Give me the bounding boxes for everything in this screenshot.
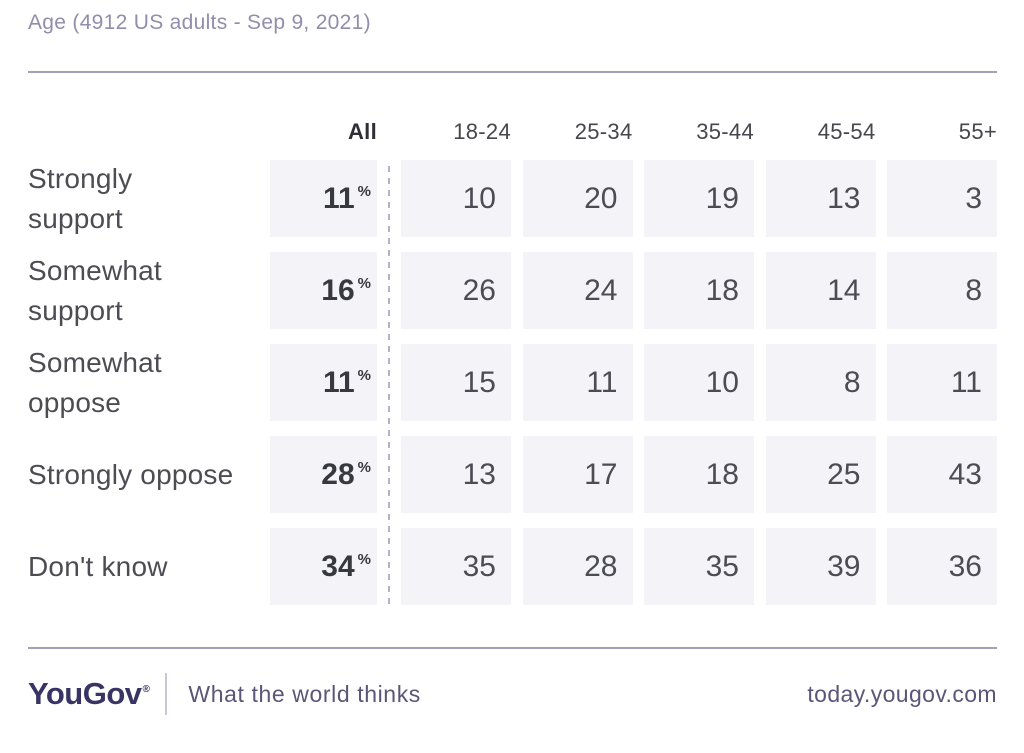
row-label: Strongly oppose <box>28 458 234 490</box>
row-label: Somewhat support <box>28 254 162 326</box>
cell-all: 11 % <box>270 160 377 237</box>
cell-45-54: 14 <box>765 252 876 329</box>
crosstab-table: All 18-24 25-34 35-44 45-54 55+ Strongly… <box>28 119 997 605</box>
cell-35-44: 35 <box>644 528 754 605</box>
table-row-somewhat-support: Somewhat support 16 % 26 24 18 14 8 <box>28 252 997 329</box>
yougov-logo-text: YouGov <box>28 676 142 711</box>
cell-45-54: 25 <box>765 436 876 513</box>
cell-25-34: 20 <box>522 160 633 237</box>
footer-vertical-divider <box>165 673 168 715</box>
column-header-all: All <box>347 119 377 144</box>
column-header-35-44: 35-44 <box>696 119 754 144</box>
cell-45-54: 8 <box>765 344 876 421</box>
column-header-55plus: 55+ <box>958 119 997 144</box>
chart-title: Age (4912 US adults - Sep 9, 2021) <box>28 11 371 34</box>
percent-sign: % <box>357 275 371 292</box>
table-row-dont-know: Don't know 34 % 35 28 35 39 36 <box>28 528 997 605</box>
cell-55plus: 3 <box>887 160 997 237</box>
cell-35-44: 10 <box>644 344 754 421</box>
cell-25-34: 11 <box>522 344 633 421</box>
cell-18-24: 15 <box>401 344 511 421</box>
top-divider-line <box>28 71 997 73</box>
all-vs-ages-dashed-divider <box>388 166 390 605</box>
percent-sign: % <box>357 551 371 568</box>
percent-sign: % <box>357 459 371 476</box>
cell-all: 11 % <box>270 344 377 421</box>
cell-55plus: 11 <box>887 344 997 421</box>
cell-18-24: 13 <box>401 436 511 513</box>
cell-25-34: 28 <box>522 528 633 605</box>
cell-45-54: 13 <box>765 160 876 237</box>
cell-35-44: 19 <box>644 160 754 237</box>
row-label: Strongly support <box>28 162 133 234</box>
footer-divider-line <box>28 647 997 649</box>
footer-tagline: What the world thinks <box>188 680 421 707</box>
footer: YouGov® What the world thinks today.youg… <box>28 671 997 717</box>
cell-18-24: 26 <box>401 252 511 329</box>
cell-all: 16 % <box>270 252 377 329</box>
cell-35-44: 18 <box>644 252 754 329</box>
column-header-18-24: 18-24 <box>453 119 511 144</box>
column-header-25-34: 25-34 <box>574 119 633 144</box>
cell-55plus: 36 <box>887 528 997 605</box>
yougov-logo: YouGov® <box>28 676 150 712</box>
percent-sign: % <box>357 183 371 200</box>
all-value: 11 <box>322 365 355 399</box>
percent-sign: % <box>357 367 371 384</box>
cell-25-34: 24 <box>522 252 633 329</box>
all-value: 11 <box>322 181 355 215</box>
footer-site-url: today.yougov.com <box>807 680 997 707</box>
all-value: 28 <box>321 457 355 491</box>
row-label: Don't know <box>28 550 168 582</box>
cell-45-54: 39 <box>765 528 876 605</box>
row-label: Somewhat oppose <box>28 346 162 418</box>
cell-all: 28 % <box>270 436 377 513</box>
cell-55plus: 8 <box>887 252 997 329</box>
cell-35-44: 18 <box>644 436 754 513</box>
table-row-strongly-support: Strongly support 11 % 10 20 19 13 3 <box>28 160 997 237</box>
table-row-strongly-oppose: Strongly oppose 28 % 13 17 18 25 43 <box>28 436 997 513</box>
all-value: 16 <box>321 273 355 307</box>
table-row-somewhat-oppose: Somewhat oppose 11 % 15 11 10 8 11 <box>28 344 997 421</box>
cell-55plus: 43 <box>887 436 997 513</box>
column-header-45-54: 45-54 <box>817 119 876 144</box>
all-value: 34 <box>321 549 355 583</box>
registered-trademark-mark: ® <box>142 684 150 695</box>
cell-18-24: 35 <box>401 528 511 605</box>
cell-18-24: 10 <box>401 160 511 237</box>
cell-25-34: 17 <box>522 436 633 513</box>
table-header-row: All 18-24 25-34 35-44 45-54 55+ <box>28 119 997 145</box>
cell-all: 34 % <box>270 528 377 605</box>
